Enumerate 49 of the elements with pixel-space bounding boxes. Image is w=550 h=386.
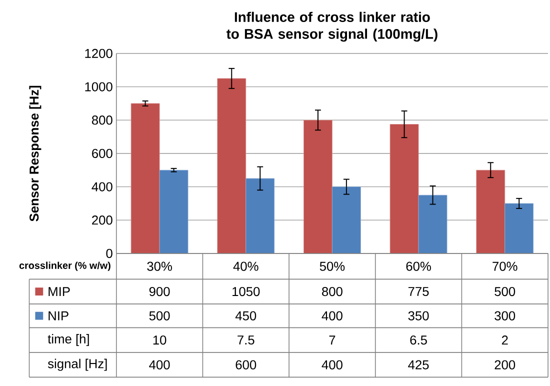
y-axis-title: Sensor Response [Hz] [29,86,42,222]
data-label: 500 [149,311,170,320]
y-tick-label: 200 [92,215,112,225]
y-tick-label: 0 [106,248,112,258]
y-tick-label: 1200 [85,48,112,58]
data-label: 800 [322,286,342,296]
bar [504,203,534,254]
data-label: 300 [494,311,516,320]
data-label: 500 [494,286,516,296]
bar [304,120,332,254]
text: 400 [149,360,170,370]
x-tick-label: 40% [233,262,258,271]
bar [246,178,275,254]
data-label: 1050 [232,286,260,296]
bar [130,103,160,254]
bar [390,124,419,254]
text: 600 [236,360,256,370]
x-tick-label: 50% [320,262,345,271]
text: 10 [153,335,166,345]
data-label: 450 [235,311,256,320]
bar [217,78,246,254]
y-tick-label: 1000 [85,82,112,92]
data-label: 350 [408,311,429,320]
text: signal [Hz] [48,358,107,371]
x-tick-label: 60% [406,262,431,271]
bar [332,186,361,254]
text: 6.5 [410,335,427,345]
y-tick-label: 800 [92,116,112,125]
data-label: 400 [322,311,342,320]
x-tick-label: 30% [147,262,172,271]
text: time [h] [48,334,89,346]
chart-title: Influence of cross linker ratio to BSA sensor signal (100mg/L) [226,12,438,42]
bar [418,194,448,254]
data-label: 775 [408,287,429,296]
text: 400 [322,360,342,370]
data-label: 900 [149,286,170,296]
text: 7.5 [238,336,254,344]
text: 425 [408,360,429,370]
text: 200 [494,360,516,370]
text: 7 [329,336,336,344]
legend-label: MIP [48,287,70,296]
text: 2 [502,336,508,345]
bar [476,170,506,254]
x-axis-title: crosslinker (% w/w) [19,262,110,271]
legend-label: NIP [48,311,68,320]
bar [159,170,188,254]
x-tick-label: 70% [492,262,518,271]
y-tick-label: 600 [92,148,112,158]
y-tick-label: 400 [92,182,112,192]
